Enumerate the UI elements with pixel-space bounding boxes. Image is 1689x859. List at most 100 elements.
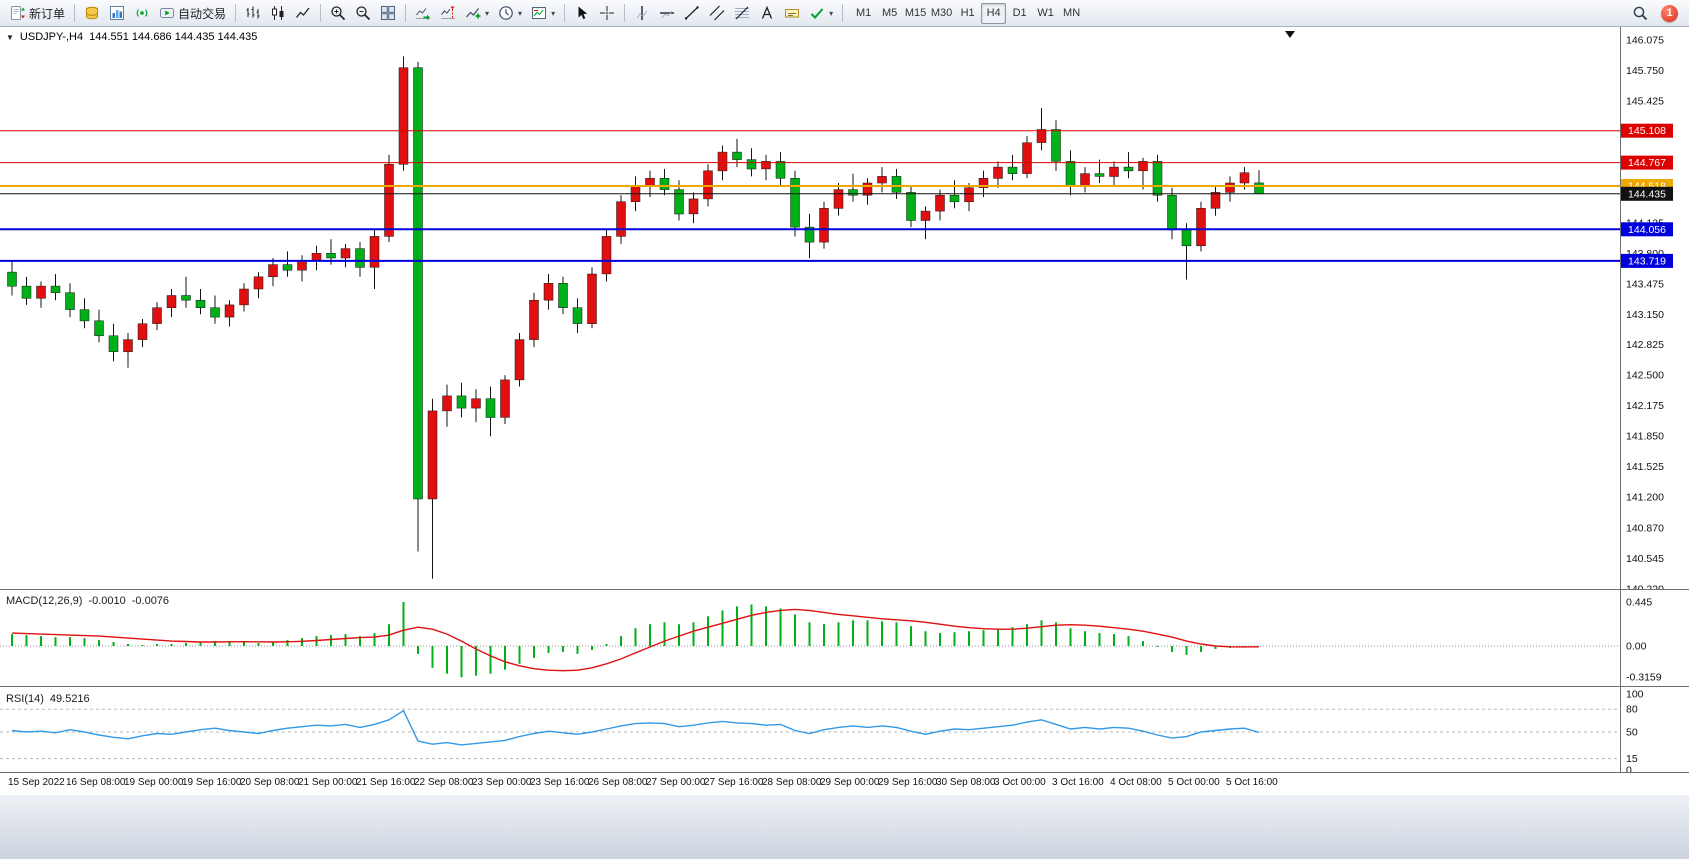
macd-axis: 0.445 0.00 -0.3159 [1626,597,1662,684]
templates-button[interactable]: ▾ [527,2,559,25]
periods-button[interactable]: ▾ [494,2,526,25]
time-axis-label: 27 Sep 16:00 [704,777,764,788]
time-axis-label: 5 Oct 00:00 [1168,777,1220,788]
svg-text:144.056: 144.056 [1628,224,1666,236]
search-icon [1632,5,1648,21]
macd-signal-line [11,608,1260,672]
market-watch-icon [84,5,100,21]
notification-badge[interactable]: 1 [1661,4,1678,22]
autotrading-button-label: 自动交易 [178,6,227,21]
crosshair-icon [599,5,615,21]
bar-chart-button[interactable] [241,2,265,25]
new-order-button[interactable]: 新订单 [6,2,69,25]
arrows-icon [809,5,825,21]
chart-shift-button[interactable] [436,2,460,25]
time-axis-label: 30 Sep 08:00 [936,777,996,788]
auto-scroll-button[interactable] [411,2,435,25]
timeframe-m5[interactable]: M5 [877,3,902,24]
toolbar-buttons: 新订单 自动交易 ▾ ▾ ▾ ▾ [6,2,847,25]
time-axis-label: 21 Sep 16:00 [356,777,416,788]
chevron-down-icon: ▾ [551,8,556,18]
search-button[interactable] [1628,2,1652,25]
text-icon [759,5,775,21]
rsi-value: 49.5216 [49,693,90,705]
toolbar-separator [320,4,322,22]
svg-text:140.870: 140.870 [1626,523,1664,535]
arrows-button[interactable]: ▾ [805,2,837,25]
svg-text:142.500: 142.500 [1626,370,1664,382]
toolbar-right: 1 [1628,2,1683,25]
main-price-chart[interactable]: 146.075145.750145.425144.125143.800143.4… [0,27,1689,590]
svg-text:143.800: 143.800 [1626,248,1664,260]
svg-text:50: 50 [1626,727,1638,739]
indicators-button[interactable]: ▾ [461,2,493,25]
toolbar-separator [235,4,237,22]
rsi-level-lines [0,708,1620,760]
timeframe-h1[interactable]: H1 [955,3,980,24]
rsi-panel[interactable]: 100 80 50 150 [0,687,1689,773]
time-axis-label: 3 Oct 00:00 [994,777,1046,788]
chevron-down-icon: ▾ [485,8,490,18]
time-axis-label: 27 Sep 00:00 [646,777,706,788]
line-chart-button[interactable] [291,2,315,25]
timeframe-h4[interactable]: H4 [981,2,1007,24]
macd-name: MACD(12,26,9) [6,595,83,607]
market-watch-button[interactable] [80,2,104,25]
fibonacci-icon [734,5,750,21]
chart-window: 146.075145.750145.425144.125143.800143.4… [0,27,1689,795]
one-click-trading-toggle[interactable]: ▼ [6,32,14,42]
news-button[interactable] [130,2,154,25]
time-axis-label: 3 Oct 16:00 [1052,777,1104,788]
equidistant-channel-button[interactable] [705,2,729,25]
svg-text:144.435: 144.435 [1628,188,1666,200]
tile-windows-button[interactable] [376,2,400,25]
data-window-button[interactable] [105,2,129,25]
svg-text:146.075: 146.075 [1626,35,1664,47]
time-axis-label: 23 Sep 16:00 [530,777,590,788]
macd-panel[interactable]: 0.445 0.00 -0.3159 [0,590,1689,687]
rsi-indicator-label: RSI(14) 49.5216 [6,693,90,705]
svg-text:141.525: 141.525 [1626,461,1664,473]
candles [7,56,1264,579]
time-axis-label: 20 Sep 08:00 [240,777,300,788]
autotrading-button[interactable]: 自动交易 [155,2,230,25]
horizontal-lines[interactable] [0,130,1620,262]
time-axis-label: 15 Sep 2022 [8,777,65,788]
timeframe-m30[interactable]: M30 [929,3,954,24]
time-axis-label: 16 Sep 08:00 [66,777,126,788]
zoom-in-button[interactable] [326,2,350,25]
svg-text:-0.3159: -0.3159 [1626,672,1662,684]
crosshair-button[interactable] [595,2,619,25]
rsi-axis: 100 80 50 150 [1626,689,1644,773]
timeframe-d1[interactable]: D1 [1007,3,1032,24]
price-badges: 145.108144.767144.518144.435144.056143.7… [1621,123,1673,268]
time-axis-label: 5 Oct 16:00 [1226,777,1278,788]
cursor-button[interactable] [570,2,594,25]
zoom-out-button[interactable] [351,2,375,25]
macd-main-value: -0.0010 [88,595,126,607]
zoom-out-icon [355,5,371,21]
toolbar-separator [624,4,626,22]
timeframe-mn[interactable]: MN [1059,3,1084,24]
time-axis-label: 22 Sep 08:00 [414,777,474,788]
auto-scroll-icon [415,5,431,21]
horizontal-line-button[interactable] [655,2,679,25]
trendline-button[interactable] [680,2,704,25]
vertical-line-button[interactable] [630,2,654,25]
new-order-icon [10,5,26,21]
svg-text:145.108: 145.108 [1628,125,1666,137]
candlestick-chart-button[interactable] [266,2,290,25]
text-button[interactable] [755,2,779,25]
text-label-button[interactable] [780,2,804,25]
clock-icon [498,5,514,21]
fibonacci-button[interactable] [730,2,754,25]
svg-text:0.445: 0.445 [1626,597,1652,609]
timeframe-w1[interactable]: W1 [1033,3,1058,24]
time-axis[interactable]: 15 Sep 2022 16 Sep 08:00 19 Sep 00:00 19 Se… [0,773,1689,792]
indicators-icon [465,5,481,21]
timeframe-m1[interactable]: M1 [851,3,876,24]
chart-shift-marker[interactable] [1285,31,1295,38]
timeframe-m15[interactable]: M15 [903,3,928,24]
time-axis-label: 29 Sep 16:00 [878,777,938,788]
chart-shift-icon [440,5,456,21]
